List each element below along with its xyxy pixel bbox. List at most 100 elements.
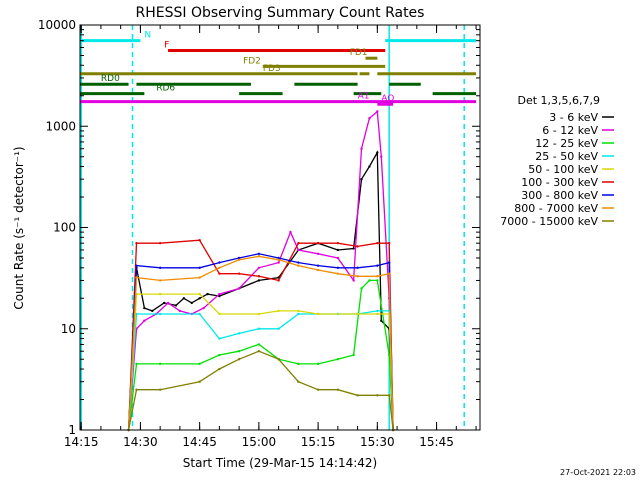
series-point-2 xyxy=(257,266,261,269)
series-point-9 xyxy=(316,388,320,391)
series-line-9 xyxy=(127,350,394,431)
series-point-8 xyxy=(376,275,379,278)
x-tick-label: 14:15 xyxy=(64,435,99,449)
series-point-4 xyxy=(198,312,201,316)
series-point-8 xyxy=(135,276,138,279)
x-tick-label: 15:00 xyxy=(242,435,277,449)
series-point-1 xyxy=(151,309,154,313)
flag-label-fd2: FD2 xyxy=(243,56,261,66)
series-point-3 xyxy=(316,362,320,366)
series-point-7 xyxy=(218,261,221,264)
series-point-4 xyxy=(237,332,241,335)
series-point-1 xyxy=(376,151,379,154)
series-point-8 xyxy=(277,258,280,261)
series-point-9 xyxy=(277,358,280,361)
series-point-3 xyxy=(352,353,355,357)
series-point-2 xyxy=(143,319,146,322)
series-point-8 xyxy=(198,276,201,279)
series-point-1 xyxy=(206,292,209,296)
series-point-9 xyxy=(336,388,340,391)
series-point-4 xyxy=(277,327,280,330)
series-point-9 xyxy=(135,388,138,391)
legend-title: Det 1,3,5,6,7,9 xyxy=(517,94,600,107)
series-line-8 xyxy=(127,255,394,431)
series-point-2 xyxy=(352,279,355,282)
series-point-3 xyxy=(387,353,391,357)
series-point-7 xyxy=(297,261,300,264)
series-point-7 xyxy=(198,266,201,269)
series-point-6 xyxy=(376,241,379,245)
y-tick-label: 10 xyxy=(61,322,76,336)
series-point-3 xyxy=(237,350,241,353)
legend-entry-label: 100 - 300 keV xyxy=(521,176,598,189)
series-point-8 xyxy=(257,255,261,258)
series-point-9 xyxy=(297,380,300,383)
series-point-5 xyxy=(257,312,261,316)
series-point-3 xyxy=(257,343,261,346)
series-point-9 xyxy=(356,394,359,397)
series-point-4 xyxy=(297,312,300,316)
flag-label-ao: AO xyxy=(381,94,394,104)
series-point-2 xyxy=(218,292,221,296)
series-point-1 xyxy=(182,297,186,300)
series-point-3 xyxy=(297,362,300,366)
y-tick-label: 10000 xyxy=(38,18,76,32)
series-point-8 xyxy=(387,272,391,275)
series-point-8 xyxy=(316,268,320,272)
chart-title: RHESSI Observing Summary Count Rates xyxy=(136,5,425,21)
series-point-1 xyxy=(352,247,355,250)
series-point-9 xyxy=(158,388,162,391)
legend-entry-label: 7000 - 15000 keV xyxy=(500,215,598,228)
series-point-2 xyxy=(297,248,300,252)
axes: 14:15 14:30 14:45 15:00 15:15 15:30 15:45 1 10 10… xyxy=(38,18,480,449)
series-point-1 xyxy=(174,304,178,307)
series-point-8 xyxy=(158,279,162,282)
y-axis-label: Count Rate (s⁻¹ detector⁻¹) xyxy=(12,146,26,309)
series-point-3 xyxy=(368,279,371,282)
series-point-7 xyxy=(135,264,138,267)
series-point-2 xyxy=(178,309,182,313)
x-tick-label: 15:30 xyxy=(360,435,395,449)
series-point-2 xyxy=(380,155,383,158)
legend-entry-label: 3 - 6 keV xyxy=(549,111,598,124)
series-point-2 xyxy=(202,306,205,310)
series-point-2 xyxy=(277,261,280,264)
series-point-8 xyxy=(218,266,221,269)
series-point-5 xyxy=(158,292,162,296)
series-point-1 xyxy=(380,319,383,322)
series-point-7 xyxy=(277,256,280,260)
series-point-5 xyxy=(218,312,221,316)
series-point-5 xyxy=(277,309,280,313)
series-point-6 xyxy=(257,275,261,278)
series-point-6 xyxy=(158,241,162,245)
y-tick-label: 1000 xyxy=(45,119,76,133)
series-point-7 xyxy=(387,261,391,264)
series-line-4 xyxy=(127,310,394,431)
series-point-3 xyxy=(158,362,162,366)
flag-label-fd3: FD3 xyxy=(263,64,281,74)
legend-entry-label: 25 - 50 keV xyxy=(535,150,598,163)
series-point-8 xyxy=(297,264,300,267)
series-point-5 xyxy=(297,309,300,313)
series-point-9 xyxy=(237,358,241,361)
series-point-1 xyxy=(257,279,261,282)
x-tick-label: 14:30 xyxy=(123,435,158,449)
series-point-8 xyxy=(237,258,241,261)
flag-label-n: N xyxy=(144,31,151,41)
series-point-2 xyxy=(376,110,379,113)
series-point-2 xyxy=(289,230,292,234)
y-tick-label: 1 xyxy=(68,423,76,437)
series-point-6 xyxy=(218,272,221,275)
series-point-6 xyxy=(387,241,391,245)
series-point-3 xyxy=(336,358,340,361)
series-point-3 xyxy=(198,362,201,366)
series-point-2 xyxy=(316,252,320,255)
series-point-9 xyxy=(376,394,379,397)
series-point-9 xyxy=(257,350,261,353)
series-point-4 xyxy=(376,309,379,313)
legend-entry-label: 300 - 800 keV xyxy=(521,189,598,202)
series-point-5 xyxy=(376,312,379,316)
series-point-5 xyxy=(316,312,320,316)
